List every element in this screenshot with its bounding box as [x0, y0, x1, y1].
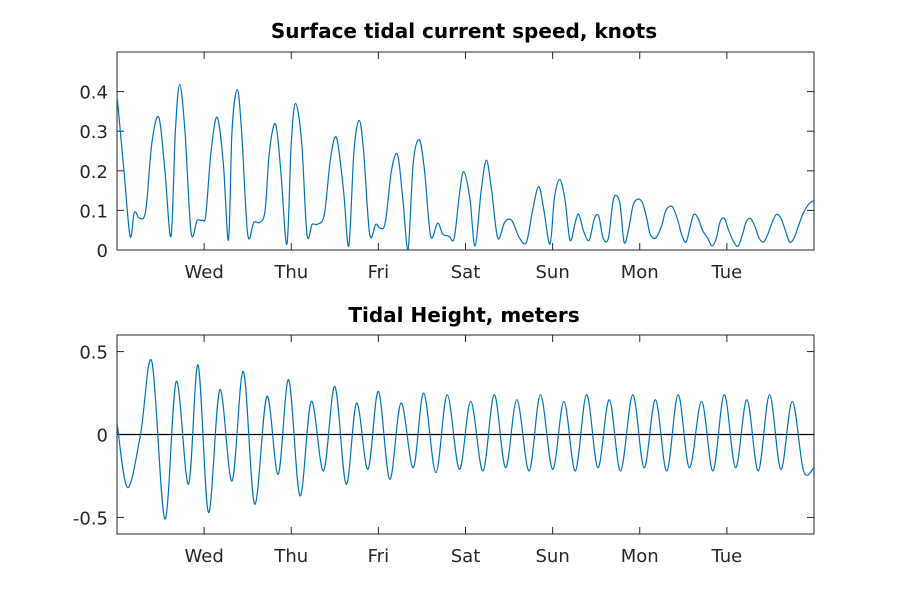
tidal-height-chart: Tidal Height, meters Wed Thu Fri Sat Sun Mon T… — [73, 303, 815, 567]
x-tick-label: Sun — [536, 546, 570, 567]
y-tick-label: 0 — [97, 241, 108, 262]
x-tick-label: Tue — [711, 546, 743, 567]
x-tick-label: Sat — [451, 262, 481, 283]
ticks-layer: Wed Thu Fri Sat Sun Mon Tue -0.5 0 0.5 — [73, 335, 814, 567]
y-tick-label: 0 — [97, 426, 108, 447]
x-tick-label: Tue — [711, 262, 743, 283]
x-tick-label: Thu — [273, 262, 308, 283]
x-tick-label: Sat — [451, 546, 481, 567]
ticks-layer: Wed Thu Fri Sat Sun Mon Tue 0 0.1 0.2 0.3 0.4 — [79, 52, 814, 283]
x-tick-label: Mon — [621, 262, 659, 283]
y-tick-label: 0.1 — [79, 201, 108, 222]
y-tick-label: 0.2 — [79, 162, 108, 183]
axes-box — [116, 51, 815, 251]
chart-title: Surface tidal current speed, knots — [271, 19, 657, 43]
x-tick-label: Fri — [368, 546, 389, 567]
x-tick-label: Thu — [273, 546, 308, 567]
x-tick-label: Sun — [536, 262, 570, 283]
y-tick-label: 0.3 — [79, 122, 108, 143]
x-tick-label: Wed — [185, 546, 224, 567]
y-tick-label: 0.4 — [79, 83, 108, 104]
x-tick-label: Fri — [368, 262, 389, 283]
current-speed-chart: Surface tidal current speed, knots Wed Th… — [79, 19, 815, 283]
y-tick-label: -0.5 — [73, 508, 108, 529]
series-line — [116, 358, 815, 520]
series-line — [116, 83, 815, 251]
y-tick-label: 0.5 — [79, 343, 108, 364]
x-tick-label: Wed — [185, 262, 224, 283]
x-tick-label: Mon — [621, 546, 659, 567]
chart-title: Tidal Height, meters — [348, 303, 579, 327]
